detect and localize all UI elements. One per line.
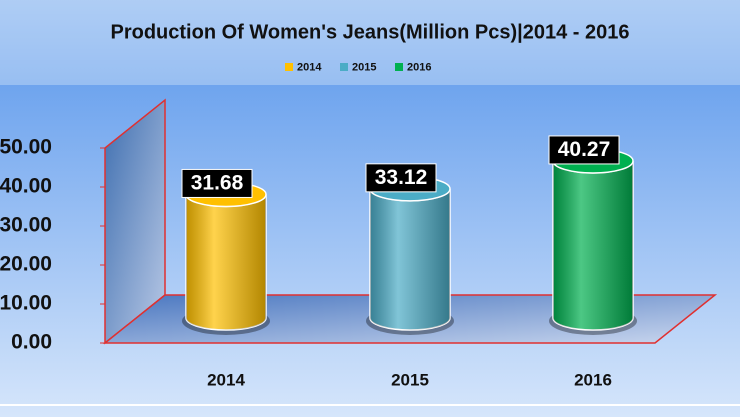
y-tick-label: 10.00: [0, 292, 52, 315]
y-tick-label: 30.00: [0, 214, 52, 237]
cylinder-shading: [370, 188, 450, 330]
cylinder-shading: [186, 194, 266, 330]
legend-swatch: [395, 63, 403, 71]
value-label: 31.68: [191, 171, 244, 194]
y-tick-label: 40.00: [0, 175, 52, 198]
x-tick-label: 2015: [391, 370, 429, 389]
x-tick-label: 2016: [574, 370, 612, 389]
cylinder-shading: [553, 160, 633, 330]
value-label-box: [181, 168, 253, 198]
chart-title: Production Of Women's Jeans(Million Pcs)…: [110, 21, 629, 43]
value-label: 33.12: [375, 166, 428, 189]
value-label-box: [548, 135, 620, 165]
y-tick-label: 0.00: [11, 331, 52, 354]
legend-label: 2014: [297, 61, 322, 73]
value-label-box: [365, 163, 437, 193]
x-tick-label: 2014: [207, 370, 245, 389]
legend-label: 2015: [352, 61, 376, 73]
value-label: 40.27: [558, 138, 611, 161]
legend-swatch: [285, 63, 293, 71]
y-tick-label: 50.00: [0, 136, 52, 159]
legend-label: 2016: [407, 61, 431, 73]
header-band: [0, 0, 740, 85]
legend-swatch: [340, 63, 348, 71]
y-tick-label: 20.00: [0, 253, 52, 276]
